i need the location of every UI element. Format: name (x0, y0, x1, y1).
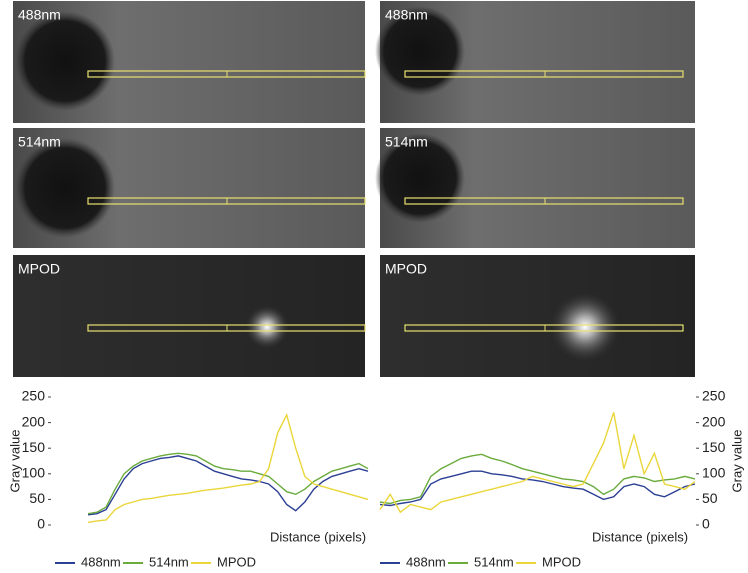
optic-disc (15, 138, 115, 238)
profile-box (404, 70, 684, 78)
y-tick-label: 100 (702, 465, 726, 481)
optic-disc (375, 6, 465, 96)
legend-label: 514nm (149, 554, 189, 569)
fundus-image (380, 255, 695, 377)
optic-disc (15, 11, 115, 111)
profile-box (404, 324, 684, 332)
panel-label: 488nm (18, 7, 61, 23)
panel-label: MPOD (385, 261, 427, 277)
series-line (87, 452, 369, 515)
profile-box (404, 197, 684, 205)
macular-pigment (245, 305, 289, 349)
legend-label: MPOD (542, 554, 581, 569)
series-line (87, 412, 369, 524)
series-line (379, 412, 696, 514)
panel-label: 514nm (385, 134, 428, 150)
y-tick-label: 200 (702, 413, 726, 429)
y-tick-label: 0 (702, 516, 710, 532)
series-line (379, 453, 696, 505)
legend-label: 514nm (474, 554, 514, 569)
y-tick-label: 150 (702, 439, 726, 455)
fundus-image (13, 255, 365, 377)
legend-label: 488nm (81, 554, 121, 569)
panel-label: 488nm (385, 7, 428, 23)
panel-label: 514nm (18, 134, 61, 150)
y-tick-label: 250 (22, 388, 46, 404)
panel-label: MPOD (18, 261, 60, 277)
y-tick-label: 150 (22, 439, 46, 455)
y-axis-label: Gray value (7, 430, 22, 493)
y-tick-label: 250 (702, 388, 726, 404)
series-line (379, 470, 696, 507)
y-tick-label: 50 (702, 490, 718, 506)
y-tick-label: 200 (22, 413, 46, 429)
x-axis-label: Distance (pixels) (592, 529, 688, 544)
optic-disc (375, 133, 465, 223)
y-tick-label: 100 (22, 465, 46, 481)
x-axis-label: Distance (pixels) (270, 529, 366, 544)
y-tick-label: 50 (29, 490, 45, 506)
series-line (87, 455, 369, 516)
legend-label: MPOD (217, 554, 256, 569)
legend-label: 488nm (406, 554, 446, 569)
macular-pigment (550, 292, 620, 362)
y-tick-label: 0 (37, 516, 45, 532)
y-axis-label: Gray value (729, 430, 744, 493)
